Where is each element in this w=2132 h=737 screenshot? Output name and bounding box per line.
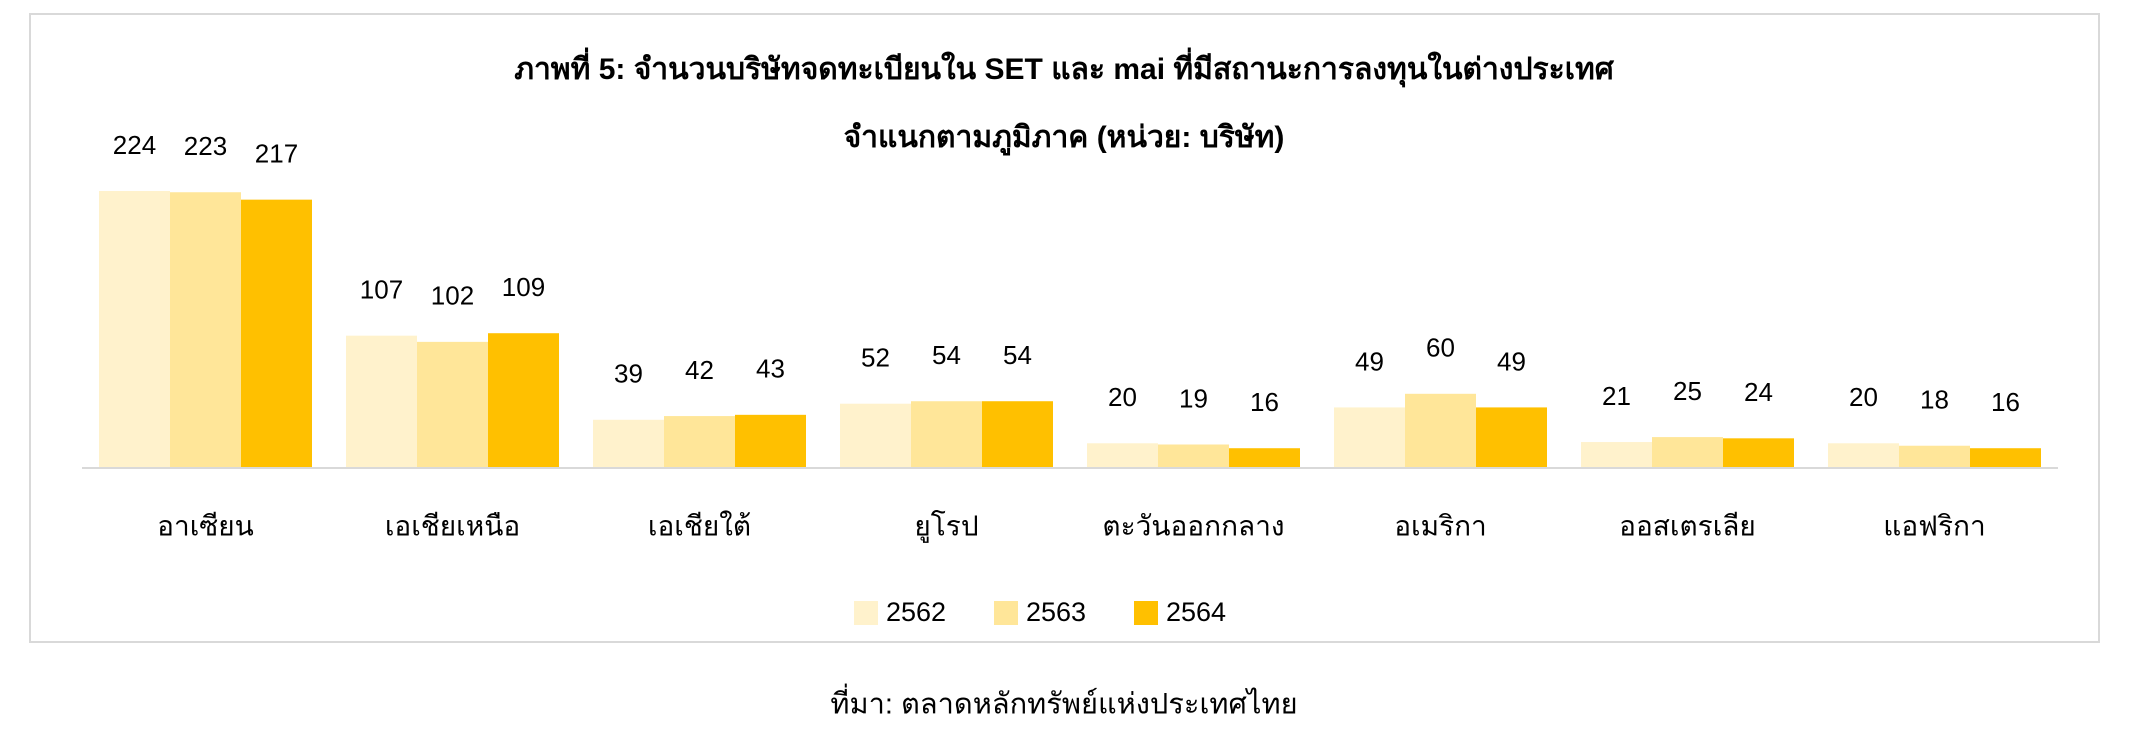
data-label: 54 [932, 340, 961, 370]
data-label: 49 [1355, 346, 1384, 376]
data-label: 107 [360, 275, 403, 305]
bar [488, 333, 559, 468]
x-tick-label: ออสเตรเลีย [1619, 510, 1756, 541]
chart-title: ภาพที่ 5: จำนวนบริษัทจดทะเบียนใน SET และ… [514, 47, 1615, 88]
data-label: 19 [1179, 383, 1208, 413]
x-tick-label: อเมริกา [1394, 510, 1487, 541]
chart-frame [29, 13, 2100, 643]
data-label: 18 [1920, 385, 1949, 415]
bar [417, 341, 488, 468]
legend-swatch [854, 601, 878, 625]
x-tick-label: แอฟริกา [1883, 510, 1985, 541]
bar [840, 403, 911, 468]
x-tick-label: ยูโรป [914, 509, 978, 543]
bar [1229, 448, 1300, 468]
bar [1652, 437, 1723, 468]
data-label: 224 [113, 130, 156, 160]
data-label: 54 [1003, 340, 1032, 370]
data-label: 60 [1426, 333, 1455, 363]
data-label: 102 [431, 281, 474, 311]
data-label: 52 [861, 343, 890, 373]
bar [982, 401, 1053, 468]
data-label: 16 [1991, 387, 2020, 417]
bar [1828, 443, 1899, 468]
data-label: 223 [184, 131, 227, 161]
legend-label: 2564 [1166, 597, 1226, 627]
data-label: 20 [1849, 382, 1878, 412]
data-label: 16 [1250, 387, 1279, 417]
data-label: 20 [1108, 382, 1137, 412]
legend-label: 2563 [1026, 597, 1086, 627]
bar [1581, 442, 1652, 468]
data-label: 109 [502, 272, 545, 302]
data-label: 43 [756, 354, 785, 384]
data-label: 24 [1744, 377, 1773, 407]
legend-swatch [1134, 601, 1158, 625]
legend-label: 2562 [886, 597, 946, 627]
legend-swatch [994, 601, 1018, 625]
bar [241, 199, 312, 468]
data-label: 217 [255, 139, 298, 169]
bar [1899, 445, 1970, 468]
bar [170, 192, 241, 468]
bar [1476, 407, 1547, 468]
bar [735, 414, 806, 468]
bar [99, 191, 170, 468]
data-label: 21 [1602, 381, 1631, 411]
data-label: 39 [614, 359, 643, 389]
bar [1723, 438, 1794, 468]
x-tick-label: เอเชียเหนือ [385, 510, 520, 541]
x-tick-label: อาเซียน [157, 510, 254, 541]
bar [1158, 444, 1229, 468]
bar [1087, 443, 1158, 468]
chart-subtitle: จำแนกตามภูมิภาค (หน่วย: บริษัท) [844, 121, 1285, 156]
data-label: 42 [685, 355, 714, 385]
bar [593, 419, 664, 468]
data-label: 25 [1673, 376, 1702, 406]
bar [1405, 393, 1476, 468]
bar [664, 416, 735, 468]
x-tick-label: ตะวันออกกลาง [1102, 510, 1284, 541]
x-tick-label: เอเชียใต้ [648, 509, 751, 541]
source-note: ที่มา: ตลาดหลักทรัพย์แห่งประเทศไทย [830, 684, 1297, 721]
bar [1970, 448, 2041, 468]
bar [346, 335, 417, 468]
data-label: 49 [1497, 346, 1526, 376]
bar [911, 401, 982, 468]
bar [1334, 407, 1405, 468]
